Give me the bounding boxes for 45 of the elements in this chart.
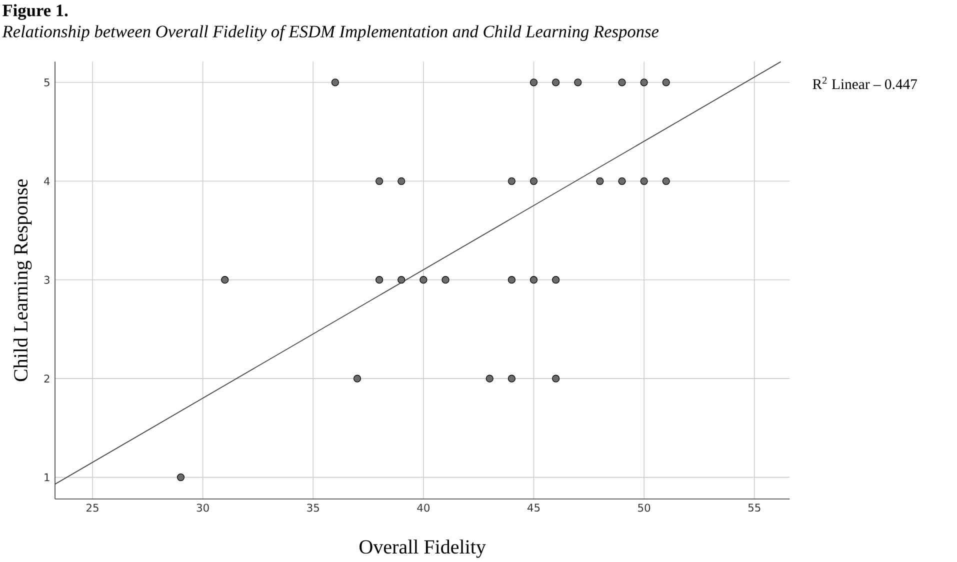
point [530, 276, 538, 284]
x-tick-label: 45 [527, 504, 540, 512]
point [618, 78, 626, 86]
point [596, 177, 604, 185]
point [662, 177, 670, 185]
y-tick-label: 3 [44, 276, 50, 284]
x-tick-label: 30 [196, 504, 209, 512]
point [508, 177, 516, 185]
point [331, 78, 339, 86]
point [398, 177, 406, 185]
point [552, 374, 560, 382]
y-axis-title: Child Learning Response [14, 179, 32, 382]
point [176, 473, 185, 482]
point [530, 177, 538, 185]
point [508, 374, 516, 382]
point [376, 276, 384, 284]
point [442, 276, 450, 284]
point [640, 78, 648, 86]
x-tick-label: 50 [638, 504, 650, 512]
text: R$^{2}$ Linear – 0.447 [812, 76, 918, 90]
chart-subtitle: Relationship between Overall Fidelity of ESDM Implementation and Child Learning Response [2, 25, 659, 41]
point [530, 78, 538, 86]
point [376, 177, 384, 185]
y-tick-label: 5 [44, 78, 50, 86]
point [662, 78, 670, 86]
point [574, 78, 582, 86]
point [420, 276, 428, 284]
point [552, 276, 560, 284]
chart-title: Figure 1. [2, 4, 68, 20]
y-tick-label: 4 [44, 177, 50, 186]
point [508, 276, 516, 284]
x-tick-label: 55 [748, 504, 760, 512]
point [486, 374, 494, 382]
point [221, 276, 229, 284]
y-tick-label: 2 [44, 374, 50, 383]
point [353, 374, 362, 382]
point [640, 177, 648, 185]
y-tick-label: 1 [44, 473, 50, 482]
x-tick-label: 40 [417, 504, 430, 512]
x-tick-label: 35 [307, 504, 319, 512]
point [398, 276, 406, 284]
x-tick-label: 25 [86, 504, 98, 512]
x-axis-title: Overall Fidelity [360, 540, 486, 558]
point [618, 177, 626, 185]
point [552, 78, 560, 86]
